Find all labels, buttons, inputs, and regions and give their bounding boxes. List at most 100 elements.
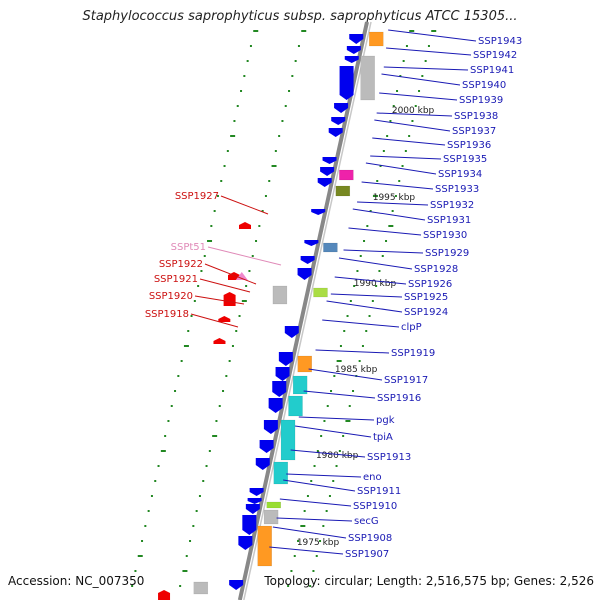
gene-leader-line	[379, 92, 458, 101]
gene-label: SSP1930	[423, 230, 467, 241]
accession-text: Accession: NC_007350	[8, 574, 145, 588]
gene-label: SSP1943	[478, 36, 522, 47]
gene-label: SSP1922	[159, 259, 203, 270]
scale-tick	[310, 480, 313, 482]
scale-tick	[411, 120, 414, 122]
scale-tick	[193, 300, 196, 302]
gene-leader-line	[303, 390, 376, 399]
scale-tick	[284, 105, 287, 107]
gene-label: SSP1942	[473, 50, 517, 61]
scale-tick	[213, 210, 216, 212]
scale-label: 1980 kbp	[316, 451, 359, 461]
scale-tick	[322, 525, 325, 527]
gene-label: SSP1926	[408, 279, 452, 290]
scale-tick	[233, 120, 236, 122]
scale-tick	[220, 180, 223, 182]
scale-tick	[294, 60, 297, 62]
scale-tick	[243, 75, 246, 77]
genome-backbone	[237, 21, 369, 600]
scale-tick	[375, 285, 378, 287]
scale-tick	[372, 195, 378, 197]
scale-tick	[271, 165, 277, 167]
scale-tick	[174, 390, 177, 392]
scale-tick	[160, 450, 166, 452]
gene-label: SSP1940	[462, 80, 506, 91]
scale-tick	[315, 555, 318, 557]
scale-tick	[207, 240, 213, 242]
scale-tick	[378, 270, 381, 272]
scale-tick	[366, 225, 369, 227]
gene-leader-line	[283, 479, 356, 492]
gene-leader-line	[298, 416, 375, 421]
scale-tick	[392, 105, 395, 107]
forward-gene-arrow	[245, 504, 260, 514]
scale-tick	[319, 540, 322, 542]
cyan-feature	[280, 419, 296, 461]
forward-gene-arrow	[346, 46, 361, 54]
scale-tick	[177, 375, 180, 377]
scale-tick	[223, 165, 226, 167]
gene-label: pgk	[376, 415, 395, 426]
scale-tick	[249, 45, 252, 47]
scale-tick	[323, 420, 326, 422]
olive-feature	[335, 185, 351, 197]
gene-leader-line	[286, 473, 362, 478]
orange-feature	[297, 355, 313, 373]
gene-leader-line	[370, 155, 442, 160]
gray-feature	[193, 581, 209, 595]
scale-tick	[368, 315, 371, 317]
scale-tick	[231, 345, 234, 347]
gene-label: SSP1908	[348, 533, 392, 544]
scale-label: 1990 kbp	[354, 279, 397, 289]
gene-leader-line	[361, 181, 434, 190]
gene-label: SSP1929	[425, 248, 469, 259]
scale-tick	[210, 225, 213, 227]
scale-tick	[431, 30, 437, 32]
scale-tick	[268, 180, 271, 182]
gene-label: SSP1925	[404, 292, 448, 303]
gene-leader-line	[376, 112, 453, 117]
scale-tick	[203, 255, 206, 257]
scale-tick	[228, 360, 231, 362]
scale-tick	[300, 525, 306, 527]
scale-tick	[361, 345, 364, 347]
scale-tick	[349, 300, 352, 302]
scale-tick	[202, 480, 205, 482]
scale-tick	[352, 390, 355, 392]
scale-tick	[343, 330, 346, 332]
gene-leader-line	[269, 546, 344, 555]
gene-leader-line	[348, 227, 422, 236]
scale-tick	[402, 60, 405, 62]
lime-feature	[313, 287, 328, 298]
forward-gene-arrow	[331, 117, 346, 125]
scale-tick	[405, 45, 408, 47]
gene-leader-line	[294, 425, 372, 438]
gene-label: SSP1935	[443, 154, 487, 165]
orange-feature	[257, 525, 272, 567]
scale-tick	[326, 405, 329, 407]
gene-leader-line	[190, 313, 239, 328]
scale-tick	[320, 435, 323, 437]
scale-tick	[192, 525, 195, 527]
scale-label: 1985 kbp	[335, 365, 378, 375]
scale-tick	[258, 225, 261, 227]
forward-gene-arrow	[328, 128, 343, 137]
scale-tick	[226, 150, 229, 152]
reverse-gene-arrow	[218, 316, 231, 322]
scale-tick	[215, 420, 218, 422]
scale-label: 1995 kbp	[373, 193, 416, 203]
gene-leader-line	[276, 517, 353, 522]
forward-gene-arrow	[268, 398, 283, 413]
scale-tick	[401, 165, 404, 167]
scale-tick	[251, 255, 254, 257]
forward-gene-arrow	[259, 440, 274, 453]
gene-leader-line	[330, 293, 403, 298]
scale-tick	[348, 405, 351, 407]
scale-tick	[336, 360, 342, 362]
gene-leader-line	[272, 526, 347, 539]
scale-tick	[261, 210, 264, 212]
trna-feature	[235, 272, 248, 280]
gene-label: SSP1919	[391, 348, 435, 359]
scale-tick	[359, 255, 362, 257]
cyan-feature	[288, 395, 303, 417]
